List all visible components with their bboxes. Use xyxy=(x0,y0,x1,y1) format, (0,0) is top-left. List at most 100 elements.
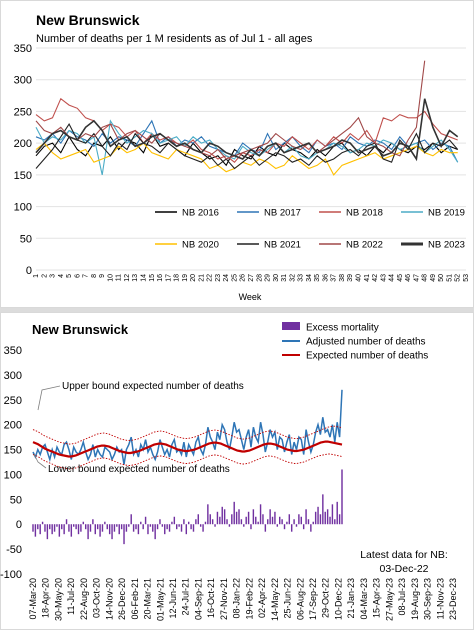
top-x-tick-label: 34 xyxy=(306,274,313,282)
excess-mortality-bar xyxy=(228,524,231,527)
excess-mortality-bar xyxy=(312,521,314,525)
top-x-tick-label: 53 xyxy=(463,274,470,282)
panel-divider xyxy=(0,308,474,312)
series-line-nb-2016 xyxy=(35,132,458,167)
bottom-x-tick-label: 12-Jun-21 xyxy=(168,578,178,619)
excess-mortality-bar xyxy=(221,506,223,525)
excess-mortality-bar xyxy=(314,511,317,525)
excess-mortality-bar xyxy=(92,519,94,525)
top-x-tick-label: 50 xyxy=(438,274,445,282)
bottom-x-tick-label: 20-Mar-21 xyxy=(143,578,153,620)
excess-mortality-bar xyxy=(70,524,73,537)
excess-mortality-bar xyxy=(58,524,61,537)
bottom-x-tick-label: 27-Nov-21 xyxy=(219,578,229,620)
top-chart-y-ticks: 0 50 100 150 200 250 300 350 xyxy=(14,43,32,277)
top-x-tick-label: 6 xyxy=(74,274,81,278)
bottom-x-tick-label: 30-May-20 xyxy=(53,578,63,621)
excess-mortality-bar xyxy=(39,524,41,535)
excess-mortality-bar xyxy=(156,524,159,530)
excess-mortality-bar xyxy=(137,524,140,535)
excess-mortality-bar xyxy=(44,524,46,532)
excess-mortality-bar xyxy=(341,469,343,525)
top-chart-title: New Brunswick xyxy=(36,12,140,28)
top-x-tick-label: 31 xyxy=(281,274,288,282)
top-y-tick-label: 350 xyxy=(14,43,32,55)
excess-mortality-bar xyxy=(252,509,255,525)
excess-mortality-bar xyxy=(168,524,171,532)
excess-mortality-bar xyxy=(63,524,65,535)
excess-mortality-bar xyxy=(326,509,329,525)
excess-mortality-bar xyxy=(322,494,324,525)
excess-mortality-bar xyxy=(87,524,89,540)
legend-label-adjusted-number-of-deaths: Adjusted number of deaths xyxy=(306,337,426,348)
excess-mortality-bar xyxy=(135,524,137,530)
bottom-x-tick-label: 01-May-21 xyxy=(155,578,165,621)
top-x-tick-label: 12 xyxy=(124,274,131,282)
bottom-x-tick-label: 30-Sep-23 xyxy=(423,578,433,620)
annotation-lower-bound: Lower bound expected number of deaths xyxy=(48,464,230,475)
top-x-tick-label: 11 xyxy=(116,274,123,281)
bottom-y-tick-label: 300 xyxy=(4,370,22,382)
excess-mortality-bar xyxy=(65,519,68,525)
top-x-tick-label: 49 xyxy=(430,274,437,282)
excess-mortality-bar xyxy=(190,524,192,530)
bottom-x-tick-label: 07-Mar-20 xyxy=(28,578,38,620)
excess-mortality-bar xyxy=(192,524,195,532)
excess-mortality-bar xyxy=(123,524,125,545)
excess-mortality-bar xyxy=(113,524,116,532)
legend-label-expected-number-of-deaths: Expected number of deaths xyxy=(306,351,428,362)
top-x-tick-label: 37 xyxy=(331,274,338,282)
bottom-x-tick-label: 21-Jan-23 xyxy=(346,578,356,619)
top-x-tick-label: 13 xyxy=(132,274,139,282)
excess-mortality-chart-panel: New Brunswick -100 -50 0 50 100 150 200 250 300 3… xyxy=(0,312,474,630)
bottom-x-tick-label: 26-Dec-20 xyxy=(117,578,127,620)
legend-swatch-excess-mortality xyxy=(282,322,300,330)
bottom-x-tick-label: 19-Feb-22 xyxy=(244,578,254,620)
excess-mortality-bar xyxy=(331,504,334,525)
excess-mortality-bar xyxy=(267,519,269,525)
excess-mortality-bar xyxy=(183,519,185,525)
excess-mortality-bar xyxy=(152,524,154,532)
bottom-chart-x-ticks: 07-Mar-20 18-Apr-20 30-May-20 11-Jul-20 22-A… xyxy=(28,578,458,621)
excess-mortality-bar xyxy=(130,514,132,525)
top-x-tick-label: 52 xyxy=(455,274,462,282)
excess-mortality-bar xyxy=(51,524,53,535)
top-x-tick-label: 15 xyxy=(149,274,156,282)
bottom-x-tick-label: 08-Jul-23 xyxy=(397,578,407,616)
top-x-tick-label: 17 xyxy=(165,274,172,282)
legend-label-nb-2023: NB 2023 xyxy=(428,240,465,251)
bottom-chart-annotations: Upper bound expected number of deaths Low… xyxy=(33,381,448,575)
excess-mortality-bar xyxy=(37,524,39,530)
annotation-latest-data-date: 03-Dec-22 xyxy=(379,563,428,575)
top-x-tick-label: 18 xyxy=(174,274,181,282)
bottom-x-tick-label: 22-Aug-20 xyxy=(79,578,89,620)
excess-mortality-bar xyxy=(197,514,199,525)
excess-mortality-bar xyxy=(216,511,219,525)
excess-mortality-bar xyxy=(295,524,298,527)
legend-label-nb-2021: NB 2021 xyxy=(264,240,301,251)
excess-mortality-bar xyxy=(231,514,233,525)
excess-mortality-bar xyxy=(140,521,142,525)
top-chart-legend: NB 2016 NB 2017 NB 2018 NB 2019 NB 2020 NB 20… xyxy=(155,208,465,251)
top-chart-series xyxy=(35,60,459,176)
top-x-tick-label: 40 xyxy=(356,274,363,282)
bottom-x-tick-label: 03-Oct-20 xyxy=(92,578,102,618)
bottom-chart-title: New Brunswick xyxy=(32,322,129,337)
excess-mortality-bar xyxy=(233,501,235,525)
bottom-x-tick-label: 25-Jun-22 xyxy=(283,578,293,619)
excess-mortality-bar xyxy=(250,524,252,530)
excess-mortality-bar xyxy=(286,521,288,525)
top-x-tick-label: 9 xyxy=(99,274,106,278)
excess-mortality-bar xyxy=(164,524,166,535)
excess-mortality-bar xyxy=(307,519,310,525)
series-line-nb-2020 xyxy=(35,142,458,176)
bottom-x-tick-label: 17-Sep-22 xyxy=(308,578,318,620)
top-x-tick-label: 5 xyxy=(66,274,73,278)
excess-mortality-bar xyxy=(104,521,106,525)
excess-mortality-bar xyxy=(120,524,123,530)
top-x-tick-label: 3 xyxy=(50,274,57,278)
legend-label-nb-2019: NB 2019 xyxy=(428,208,465,219)
excess-mortality-bar xyxy=(46,524,49,540)
annotation-upper-bound: Upper bound expected number of deaths xyxy=(62,381,244,392)
excess-mortality-bar xyxy=(319,514,322,525)
